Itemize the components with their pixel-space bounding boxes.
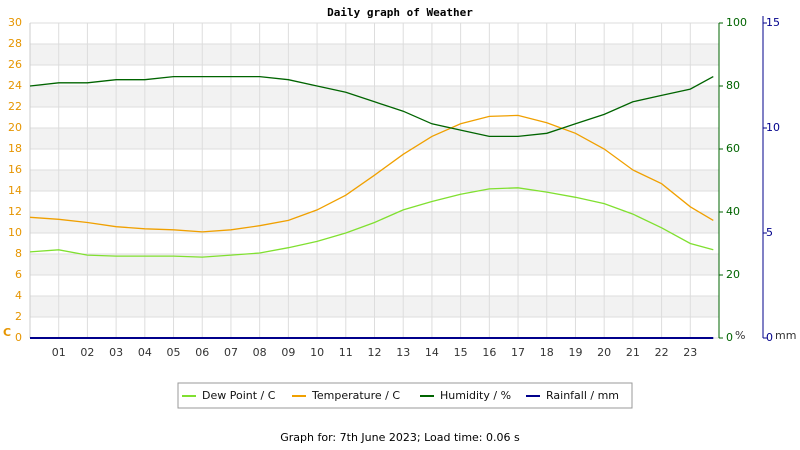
x-tick-label: 21 xyxy=(626,346,640,359)
x-tick-label: 02 xyxy=(80,346,94,359)
y-tick-label: 14 xyxy=(8,184,22,197)
y2-tick-label: 20 xyxy=(726,268,740,281)
series-line xyxy=(29,75,714,138)
y2-tick-label: 80 xyxy=(726,79,740,92)
y-tick-label: 20 xyxy=(8,121,22,134)
x-tick-label: 03 xyxy=(109,346,123,359)
y-tick-label: 30 xyxy=(8,16,22,29)
x-tick-label: 01 xyxy=(52,346,66,359)
series-line xyxy=(29,114,714,233)
x-tick-label: 19 xyxy=(568,346,582,359)
legend-label: Temperature / C xyxy=(311,389,400,402)
legend-label: Humidity / % xyxy=(440,389,511,402)
y-tick-label: 16 xyxy=(8,163,22,176)
y-tick-label: 24 xyxy=(8,79,22,92)
y-tick-label: 8 xyxy=(15,247,22,260)
x-tick-label: 20 xyxy=(597,346,611,359)
x-tick-label: 17 xyxy=(511,346,525,359)
x-tick-label: 11 xyxy=(339,346,353,359)
x-tick-label: 07 xyxy=(224,346,238,359)
legend-label: Dew Point / C xyxy=(202,389,276,402)
y2-unit: % xyxy=(735,329,745,342)
legend-box xyxy=(177,382,633,409)
y-tick-label: 28 xyxy=(8,37,22,50)
x-tick-label: 18 xyxy=(540,346,554,359)
y-tick-label: 12 xyxy=(8,205,22,218)
y-tick-label: 2 xyxy=(15,310,22,323)
y2-tick-label: 60 xyxy=(726,142,740,155)
y-tick-label: 22 xyxy=(8,100,22,113)
footer: Graph for: 7th June 2023; Load time: 0.0… xyxy=(280,431,520,444)
x-tick-label: 16 xyxy=(482,346,496,359)
y3-tick-label: 0 xyxy=(766,331,773,344)
x-tick-label: 10 xyxy=(310,346,324,359)
x-tick-label: 05 xyxy=(167,346,181,359)
series-line xyxy=(29,187,714,258)
y-tick-label: 0 xyxy=(15,331,22,344)
x-tick-label: 09 xyxy=(281,346,295,359)
x-tick-label: 15 xyxy=(454,346,468,359)
x-tick-label: 14 xyxy=(425,346,439,359)
legend-label: Rainfall / mm xyxy=(546,389,619,402)
y3-tick-label: 5 xyxy=(766,226,773,239)
y2-tick-label: 0 xyxy=(726,331,733,344)
y3-tick-label: 10 xyxy=(766,121,780,134)
y3-unit: mm xyxy=(775,329,796,342)
x-tick-label: 12 xyxy=(368,346,382,359)
y-tick-label: 18 xyxy=(8,142,22,155)
x-tick-label: 06 xyxy=(195,346,209,359)
x-tick-label: 04 xyxy=(138,346,152,359)
y-tick-label: 26 xyxy=(8,58,22,71)
chart-title: Daily graph of Weather xyxy=(327,6,473,19)
x-tick-label: 23 xyxy=(683,346,697,359)
y-tick-label: 6 xyxy=(15,268,22,281)
y-tick-label: 4 xyxy=(15,289,22,302)
x-tick-label: 08 xyxy=(253,346,267,359)
x-tick-label: 13 xyxy=(396,346,410,359)
y-tick-label: 10 xyxy=(8,226,22,239)
y2-tick-label: 40 xyxy=(726,205,740,218)
y-unit: C xyxy=(3,326,11,339)
y2-tick-label: 100 xyxy=(726,16,747,29)
y3-tick-label: 15 xyxy=(766,16,780,29)
x-tick-label: 22 xyxy=(655,346,669,359)
